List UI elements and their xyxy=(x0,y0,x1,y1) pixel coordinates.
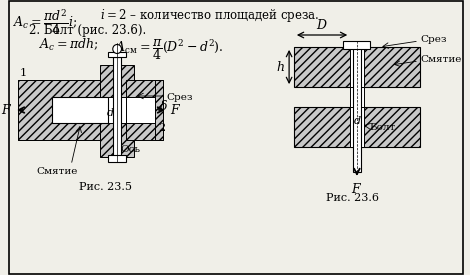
Text: δ: δ xyxy=(160,100,168,114)
Text: $F$: $F$ xyxy=(170,103,181,117)
Text: Срез: Срез xyxy=(166,92,193,101)
Text: Болт: Болт xyxy=(369,123,396,133)
Text: 2. Болт (рис. 23.6).: 2. Болт (рис. 23.6). xyxy=(30,24,147,37)
Bar xyxy=(52,97,100,123)
Text: $d$: $d$ xyxy=(106,106,114,118)
Bar xyxy=(108,155,126,162)
Bar xyxy=(100,65,134,157)
Bar xyxy=(18,80,52,140)
Text: Срез: Срез xyxy=(420,35,446,45)
Bar xyxy=(52,123,100,140)
Bar xyxy=(126,80,163,97)
Bar xyxy=(294,107,420,147)
Bar xyxy=(350,87,364,107)
Text: Смятие: Смятие xyxy=(420,56,461,65)
Text: Смятие: Смятие xyxy=(36,167,77,176)
Text: $h$: $h$ xyxy=(276,60,285,74)
Bar xyxy=(108,52,126,57)
Polygon shape xyxy=(18,80,100,140)
Text: $i = 2$ – количество площадей среза.: $i = 2$ – количество площадей среза. xyxy=(94,7,320,24)
Bar xyxy=(350,47,364,87)
Bar xyxy=(126,97,156,123)
Text: $d$: $d$ xyxy=(352,114,361,126)
Text: 1: 1 xyxy=(20,68,27,78)
Text: $A_c = \pi dh;$: $A_c = \pi dh;$ xyxy=(39,37,99,53)
Bar xyxy=(156,80,163,140)
Text: 2: 2 xyxy=(158,123,165,133)
Text: Рис. 23.6: Рис. 23.6 xyxy=(326,193,378,203)
Text: Ось: Ось xyxy=(120,145,141,154)
Bar xyxy=(344,41,370,49)
Text: $D$: $D$ xyxy=(316,18,328,32)
Bar xyxy=(294,47,420,87)
Bar xyxy=(350,107,364,147)
Text: $F$: $F$ xyxy=(351,182,362,196)
Text: $A_c = \dfrac{\pi d^2}{4}i;$: $A_c = \dfrac{\pi d^2}{4}i;$ xyxy=(13,7,77,37)
Text: Рис. 23.5: Рис. 23.5 xyxy=(78,182,132,192)
Bar xyxy=(52,97,108,123)
Circle shape xyxy=(113,45,121,54)
Bar xyxy=(108,97,126,123)
Bar xyxy=(126,123,163,140)
Text: $A_{\text{см}} = \dfrac{\pi}{4}(D^2 - d^2).$: $A_{\text{см}} = \dfrac{\pi}{4}(D^2 - d^… xyxy=(115,37,223,62)
Text: $F$: $F$ xyxy=(1,103,12,117)
Bar xyxy=(52,80,100,97)
Bar xyxy=(353,47,361,172)
Bar xyxy=(113,57,121,157)
